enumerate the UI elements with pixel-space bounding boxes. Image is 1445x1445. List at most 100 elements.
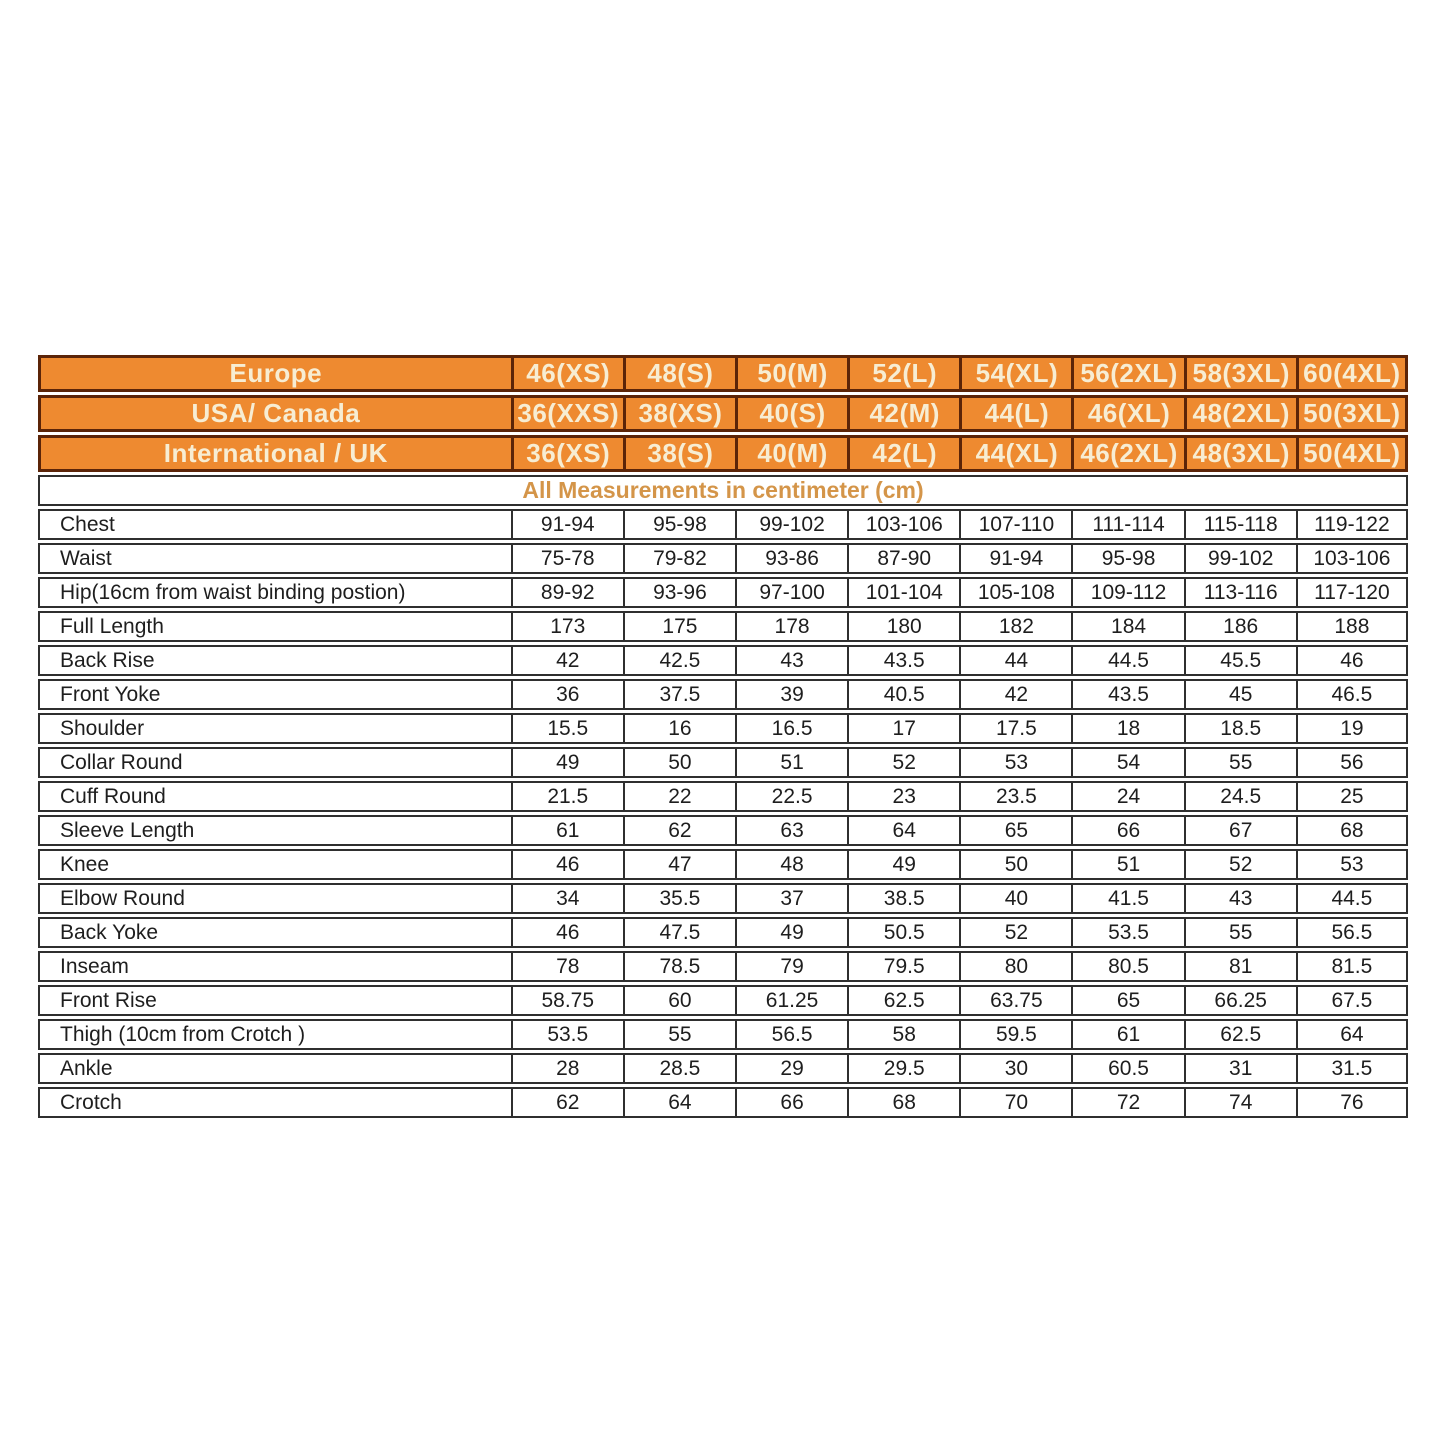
measurement-value-cell: 64 — [622, 1087, 735, 1118]
size-value-cell: 58(3XL) — [1183, 355, 1296, 392]
measurement-value-cell: 40 — [959, 883, 1072, 914]
measurement-label-cell: Knee — [38, 849, 511, 880]
size-value-cell: 50(3XL) — [1295, 395, 1408, 432]
size-value-cell: 54(XL) — [959, 355, 1072, 392]
measurement-value-cell: 91-94 — [959, 543, 1072, 574]
measurement-label-cell: Inseam — [38, 951, 511, 982]
measurement-value-cell: 78 — [510, 951, 623, 982]
measurement-row: Elbow Round 34 35.5 37 38.5 40 41.5 43 44.5 — [38, 883, 1408, 914]
measurement-value-cell: 55 — [1183, 747, 1296, 778]
measurement-value-cell: 22 — [622, 781, 735, 812]
measurements-note-row: All Measurements in centimeter (cm) — [38, 475, 1408, 506]
measurement-value-cell: 54 — [1071, 747, 1184, 778]
measurement-value-cell: 28 — [510, 1053, 623, 1084]
measurement-value-cell: 16.5 — [735, 713, 848, 744]
measurement-value-cell: 67 — [1183, 815, 1296, 846]
measurement-row: Inseam 78 78.5 79 79.5 80 80.5 81 81.5 — [38, 951, 1408, 982]
measurement-value-cell: 101-104 — [847, 577, 960, 608]
measurement-value-cell: 46.5 — [1295, 679, 1408, 710]
measurement-row: Thigh (10cm from Crotch ) 53.5 55 56.5 58 59.… — [38, 1019, 1408, 1050]
region-label-cell: International / UK — [38, 435, 511, 472]
measurement-value-cell: 111-114 — [1071, 509, 1184, 540]
size-value-cell: 38(XS) — [622, 395, 735, 432]
measurement-label-cell: Front Yoke — [38, 679, 511, 710]
measurement-value-cell: 95-98 — [1071, 543, 1184, 574]
measurement-value-cell: 66.25 — [1183, 985, 1296, 1016]
measurement-label-cell: Sleeve Length — [38, 815, 511, 846]
measurement-value-cell: 59.5 — [959, 1019, 1072, 1050]
measurement-value-cell: 80 — [959, 951, 1072, 982]
measurement-value-cell: 47 — [622, 849, 735, 880]
measurement-value-cell: 17 — [847, 713, 960, 744]
measurement-value-cell: 52 — [1183, 849, 1296, 880]
measurement-value-cell: 37 — [735, 883, 848, 914]
measurement-value-cell: 42.5 — [622, 645, 735, 676]
measurement-label-cell: Collar Round — [38, 747, 511, 778]
measurement-value-cell: 43 — [735, 645, 848, 676]
measurement-value-cell: 62 — [622, 815, 735, 846]
measurement-row: Chest 91-94 95-98 99-102 103-106 107-110 111-1… — [38, 509, 1408, 540]
measurement-value-cell: 39 — [735, 679, 848, 710]
measurement-value-cell: 72 — [1071, 1087, 1184, 1118]
measurement-row: Ankle 28 28.5 29 29.5 30 60.5 31 31.5 — [38, 1053, 1408, 1084]
measurement-value-cell: 29.5 — [847, 1053, 960, 1084]
size-chart-table: Europe 46(XS) 48(S) 50(M) 52(L) 54(XL) 56(2XL)… — [38, 352, 1408, 1121]
measurement-value-cell: 45 — [1183, 679, 1296, 710]
measurement-value-cell: 34 — [510, 883, 623, 914]
measurement-value-cell: 64 — [1295, 1019, 1408, 1050]
measurement-value-cell: 61.25 — [735, 985, 848, 1016]
measurement-value-cell: 107-110 — [959, 509, 1072, 540]
measurement-value-cell: 109-112 — [1071, 577, 1184, 608]
size-value-cell: 50(4XL) — [1295, 435, 1408, 472]
measurement-row: Knee 46 47 48 49 50 51 52 53 — [38, 849, 1408, 880]
measurement-value-cell: 28.5 — [622, 1053, 735, 1084]
measurement-value-cell: 44.5 — [1071, 645, 1184, 676]
measurement-value-cell: 113-116 — [1183, 577, 1296, 608]
size-value-cell: 38(S) — [622, 435, 735, 472]
measurement-row: Sleeve Length 61 62 63 64 65 66 67 68 — [38, 815, 1408, 846]
measurement-value-cell: 186 — [1183, 611, 1296, 642]
measurement-label-cell: Waist — [38, 543, 511, 574]
measurement-label-cell: Hip(16cm from waist binding postion) — [38, 577, 511, 608]
measurement-row: Hip(16cm from waist binding postion) 89-9… — [38, 577, 1408, 608]
measurement-row: Front Rise 58.75 60 61.25 62.5 63.75 65 66.25 67… — [38, 985, 1408, 1016]
measurement-value-cell: 93-86 — [735, 543, 848, 574]
measurement-value-cell: 99-102 — [1183, 543, 1296, 574]
measurement-value-cell: 40.5 — [847, 679, 960, 710]
size-header-row-2: USA/ Canada 36(XXS) 38(XS) 40(S) 42(M) 44(L) 4… — [38, 395, 1408, 432]
measurement-value-cell: 29 — [735, 1053, 848, 1084]
measurement-value-cell: 38.5 — [847, 883, 960, 914]
measurement-value-cell: 44 — [959, 645, 1072, 676]
measurement-value-cell: 15.5 — [510, 713, 623, 744]
measurement-value-cell: 182 — [959, 611, 1072, 642]
measurement-label-cell: Shoulder — [38, 713, 511, 744]
measurement-value-cell: 31 — [1183, 1053, 1296, 1084]
measurement-value-cell: 117-120 — [1295, 577, 1408, 608]
measurement-value-cell: 95-98 — [622, 509, 735, 540]
size-value-cell: 42(L) — [847, 435, 960, 472]
measurement-value-cell: 50 — [959, 849, 1072, 880]
measurement-value-cell: 68 — [847, 1087, 960, 1118]
measurement-row: Cuff Round 21.5 22 22.5 23 23.5 24 24.5 25 — [38, 781, 1408, 812]
size-value-cell: 60(4XL) — [1295, 355, 1408, 392]
measurement-value-cell: 37.5 — [622, 679, 735, 710]
measurement-value-cell: 115-118 — [1183, 509, 1296, 540]
measurement-value-cell: 184 — [1071, 611, 1184, 642]
measurement-value-cell: 93-96 — [622, 577, 735, 608]
measurement-label-cell: Full Length — [38, 611, 511, 642]
measurement-value-cell: 49 — [847, 849, 960, 880]
size-value-cell: 48(2XL) — [1183, 395, 1296, 432]
measurement-value-cell: 103-106 — [847, 509, 960, 540]
size-value-cell: 44(XL) — [959, 435, 1072, 472]
measurement-value-cell: 46 — [1295, 645, 1408, 676]
measurement-value-cell: 89-92 — [510, 577, 623, 608]
measurement-value-cell: 78.5 — [622, 951, 735, 982]
size-value-cell: 36(XXS) — [510, 395, 623, 432]
measurement-value-cell: 18.5 — [1183, 713, 1296, 744]
measurement-value-cell: 97-100 — [735, 577, 848, 608]
size-value-cell: 36(XS) — [510, 435, 623, 472]
measurement-label-cell: Cuff Round — [38, 781, 511, 812]
measurement-value-cell: 30 — [959, 1053, 1072, 1084]
size-value-cell: 46(XS) — [510, 355, 623, 392]
measurement-value-cell: 23 — [847, 781, 960, 812]
